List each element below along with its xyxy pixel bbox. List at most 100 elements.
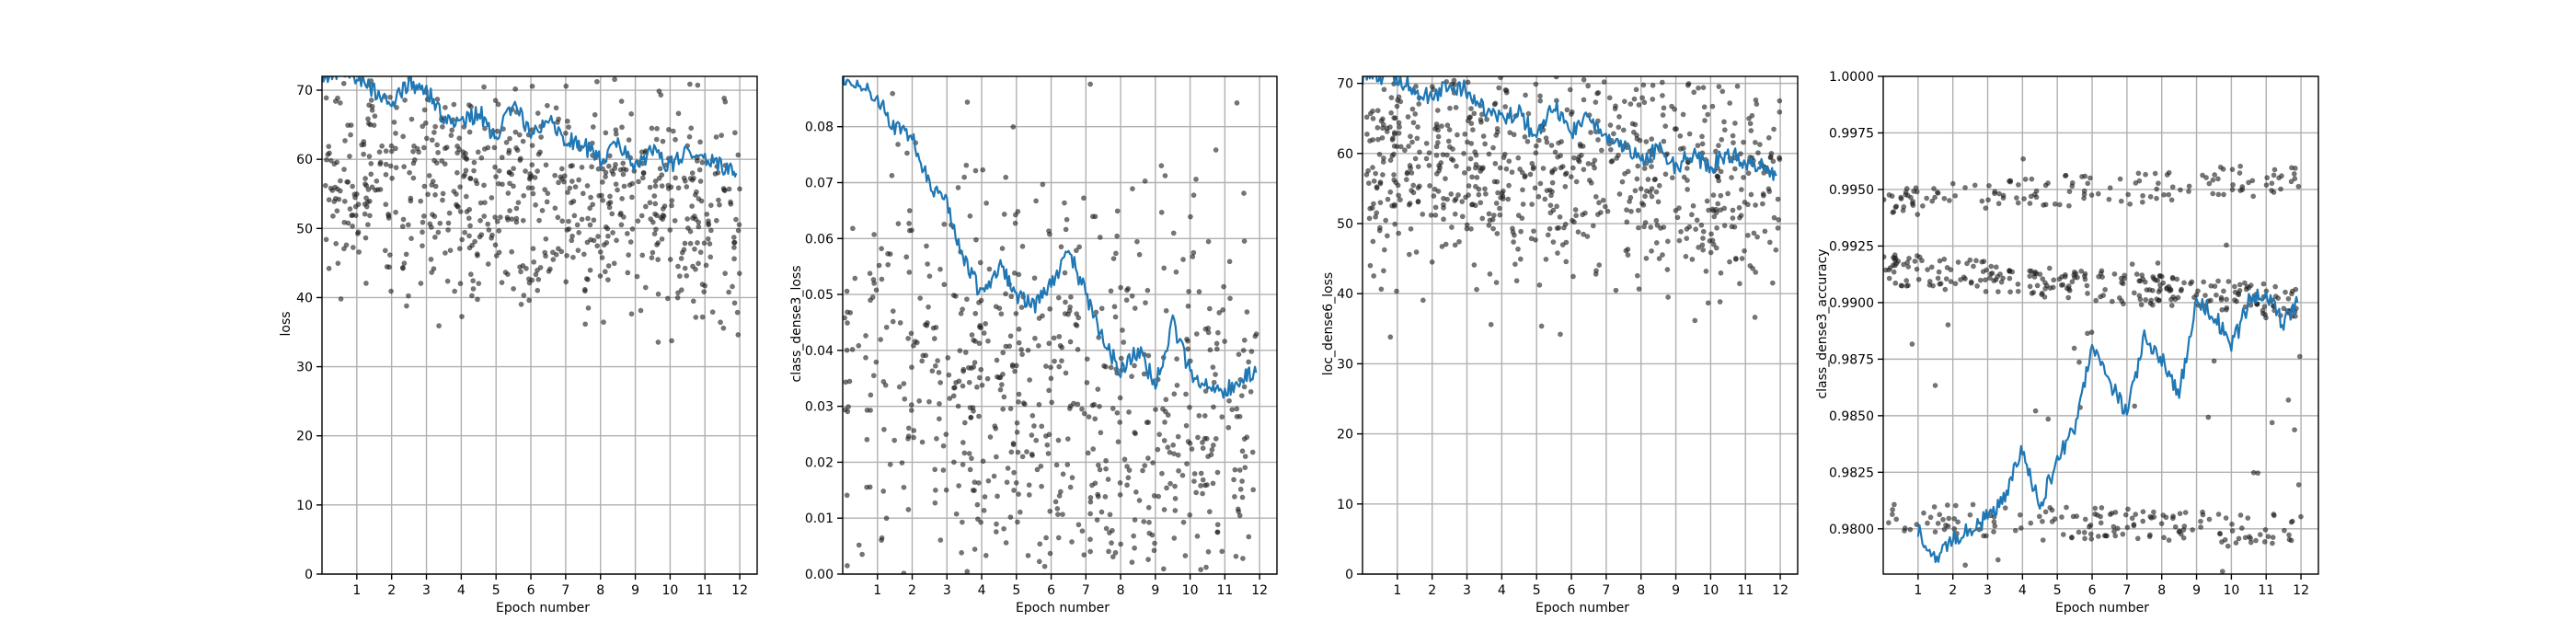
y-tick-label: 0.9925 <box>1829 239 1874 254</box>
scatter-point <box>1752 139 1758 145</box>
scatter-point <box>1714 224 1719 231</box>
scatter-point <box>669 202 674 209</box>
scatter-point <box>335 95 340 101</box>
scatter-point <box>1029 432 1035 438</box>
scatter-point <box>1694 217 1700 224</box>
scatter-point <box>1640 82 1647 88</box>
scatter-point <box>535 168 541 174</box>
scatter-point <box>1547 210 1554 216</box>
scatter-point <box>1731 224 1738 230</box>
scatter-point <box>1537 93 1543 99</box>
scatter-point <box>970 487 976 493</box>
scatter-point <box>1210 480 1216 487</box>
scatter-point <box>1721 127 1728 133</box>
scatter-point <box>1988 263 1995 270</box>
y-tick-label: 0.9850 <box>1829 409 1874 424</box>
scatter-point <box>451 101 457 108</box>
scatter-point <box>1742 247 1747 254</box>
scatter-point <box>2143 171 2148 178</box>
scatter-point <box>1387 157 1394 164</box>
scatter-point <box>696 167 703 173</box>
x-tick-label: 2 <box>1949 583 1957 598</box>
scatter-point <box>602 269 608 275</box>
scatter-point <box>2152 170 2158 177</box>
scatter-point <box>699 282 706 287</box>
scatter-point <box>966 451 972 456</box>
scatter-point <box>1700 236 1706 241</box>
scatter-point <box>964 569 971 574</box>
scatter-point <box>2155 278 2161 283</box>
scatter-point <box>1205 548 1212 555</box>
y-tick-label: 0.06 <box>805 232 834 247</box>
scatter-point <box>1943 276 1949 282</box>
scatter-point <box>2018 525 2024 531</box>
scatter-point <box>485 221 491 227</box>
scatter-point <box>1036 401 1042 408</box>
x-axis-label: Epoch number <box>1535 601 1629 615</box>
scatter-point <box>937 266 943 272</box>
scatter-point <box>960 440 966 445</box>
scatter-point <box>1632 188 1639 194</box>
scatter-point <box>1196 289 1202 294</box>
x-tick-label: 1 <box>352 583 361 598</box>
scatter-point <box>374 178 380 184</box>
scatter-point <box>899 460 905 466</box>
scatter-point <box>937 379 944 385</box>
scatter-point <box>1520 201 1526 207</box>
scatter-point <box>1225 424 1232 431</box>
scatter-point <box>1977 277 1984 283</box>
scatter-point <box>2241 280 2248 286</box>
scatter-point <box>882 382 889 388</box>
scatter-point <box>651 231 658 237</box>
scatter-point <box>972 546 978 552</box>
scatter-point <box>2249 178 2256 184</box>
scatter-point <box>1992 190 1997 197</box>
scatter-point <box>429 137 435 144</box>
scatter-point <box>1234 99 1240 106</box>
scatter-point <box>1538 323 1545 329</box>
scatter-point <box>481 213 488 219</box>
x-axis-label: Epoch number <box>1016 601 1110 615</box>
scatter-point <box>1717 299 1723 305</box>
scatter-point <box>992 423 998 430</box>
scatter-point <box>1102 494 1109 500</box>
scatter-point <box>466 129 473 135</box>
scatter-point <box>1087 548 1094 555</box>
scatter-point <box>1074 311 1080 317</box>
scatter-point <box>362 201 368 207</box>
scatter-point <box>1673 207 1679 213</box>
scatter-point <box>2261 304 2268 310</box>
scatter-point <box>692 191 698 198</box>
scatter-point <box>1452 242 1458 248</box>
scatter-point <box>1664 238 1671 245</box>
scatter-point <box>1075 401 1081 408</box>
scatter-point <box>850 225 856 232</box>
x-tick-label: 12 <box>1251 583 1268 598</box>
scatter-point <box>1221 283 1226 290</box>
scatter-point <box>1468 141 1475 146</box>
scatter-point <box>1241 384 1248 390</box>
scatter-point <box>1231 477 1236 483</box>
scatter-point <box>472 238 477 245</box>
scatter-point <box>1710 241 1717 247</box>
scatter-point <box>657 166 663 172</box>
scatter-point <box>1051 335 1057 341</box>
scatter-point <box>1686 131 1693 137</box>
scatter-point <box>1036 558 1042 565</box>
scatter-point <box>690 215 696 221</box>
scatter-point <box>902 396 908 402</box>
scatter-point <box>720 325 727 331</box>
scatter-point <box>1753 202 1758 208</box>
scatter-point <box>1052 499 1059 505</box>
scatter-point <box>2160 512 2167 518</box>
scatter-point <box>386 252 393 258</box>
scatter-point <box>1479 215 1486 222</box>
scatter-point <box>603 174 608 180</box>
scatter-point <box>1937 512 1943 518</box>
scatter-point <box>844 288 850 294</box>
scatter-point <box>1373 170 1379 177</box>
scatter-point <box>1205 238 1212 245</box>
scatter-point <box>2142 279 2148 285</box>
scatter-point <box>1444 196 1450 202</box>
